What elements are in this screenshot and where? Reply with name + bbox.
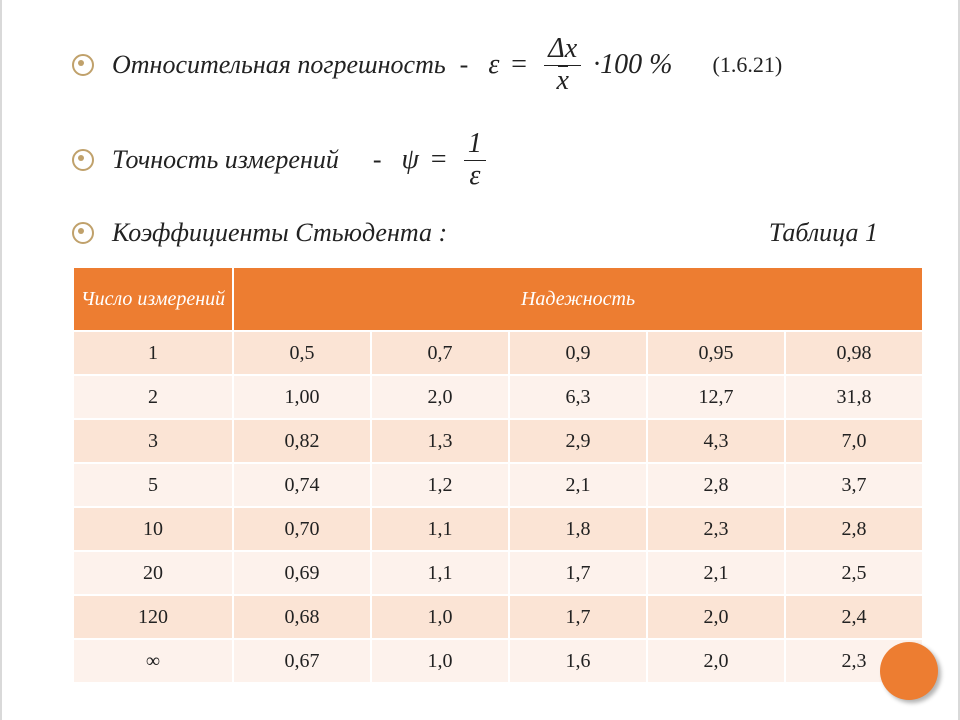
- cell: 10: [73, 507, 233, 551]
- numerator: 1: [464, 129, 486, 160]
- bullet-student: Коэффициенты Стьюдента : Таблица 1: [42, 218, 918, 248]
- cell: 2: [73, 375, 233, 419]
- symbol-epsilon: ε: [488, 49, 499, 81]
- cell: 2,5: [785, 551, 923, 595]
- table-label: Таблица 1: [769, 218, 878, 248]
- cell: 7,0: [785, 419, 923, 463]
- denominator: x: [553, 66, 573, 97]
- bullet-marker-icon: [72, 149, 94, 171]
- cell: 0,82: [233, 419, 371, 463]
- cell: 1,7: [509, 595, 647, 639]
- cell: 0,98: [785, 331, 923, 375]
- bullet-text: Относительная погрешность: [112, 50, 446, 80]
- table-row: 2 1,00 2,0 6,3 12,7 31,8: [73, 375, 923, 419]
- header-measurements: Число измерений: [73, 267, 233, 331]
- dash: -: [373, 145, 382, 175]
- cell: 0,95: [647, 331, 785, 375]
- equals: =: [509, 49, 528, 81]
- cell: 1,3: [371, 419, 509, 463]
- cell: 31,8: [785, 375, 923, 419]
- cell: 2,4: [785, 595, 923, 639]
- cell: 2,8: [647, 463, 785, 507]
- cell: 3: [73, 419, 233, 463]
- cell: 1,0: [371, 639, 509, 683]
- formula-psi: ψ = 1 ε: [402, 129, 492, 192]
- cell: 20: [73, 551, 233, 595]
- bullet-marker-icon: [72, 54, 94, 76]
- cell: 1,2: [371, 463, 509, 507]
- symbol-psi: ψ: [402, 144, 419, 176]
- denominator: ε: [465, 161, 484, 192]
- cell: 2,3: [647, 507, 785, 551]
- cell: 12,7: [647, 375, 785, 419]
- cell: 0,9: [509, 331, 647, 375]
- table-row: ∞ 0,67 1,0 1,6 2,0 2,3: [73, 639, 923, 683]
- slide: Относительная погрешность - ε = Δx x ·10…: [0, 0, 960, 720]
- table-row: 20 0,69 1,1 1,7 2,1 2,5: [73, 551, 923, 595]
- bullet-text: Коэффициенты Стьюдента :: [112, 218, 447, 248]
- cell: 1,8: [509, 507, 647, 551]
- numerator: Δx: [544, 34, 581, 65]
- cell: 1,6: [509, 639, 647, 683]
- table-row: 5 0,74 1,2 2,1 2,8 3,7: [73, 463, 923, 507]
- cell: 0,7: [371, 331, 509, 375]
- header-reliability: Надежность: [233, 267, 923, 331]
- table-row: 1 0,5 0,7 0,9 0,95 0,98: [73, 331, 923, 375]
- cell: 0,70: [233, 507, 371, 551]
- cell: ∞: [73, 639, 233, 683]
- fraction: Δx x: [544, 34, 581, 97]
- cell: 0,74: [233, 463, 371, 507]
- equation-number: (1.6.21): [713, 52, 783, 78]
- table-row: 3 0,82 1,3 2,9 4,3 7,0: [73, 419, 923, 463]
- cell: 1,7: [509, 551, 647, 595]
- cell: 2,0: [647, 639, 785, 683]
- dot-100: ·100 %: [593, 49, 672, 81]
- cell: 6,3: [509, 375, 647, 419]
- cell: 5: [73, 463, 233, 507]
- cell: 0,5: [233, 331, 371, 375]
- cell: 2,9: [509, 419, 647, 463]
- cell: 2,1: [647, 551, 785, 595]
- bullet-marker-icon: [72, 222, 94, 244]
- bullet-relative-error: Относительная погрешность - ε = Δx x ·10…: [42, 20, 918, 110]
- cell: 120: [73, 595, 233, 639]
- dash: -: [460, 50, 469, 80]
- cell: 0,68: [233, 595, 371, 639]
- cell: 2,0: [371, 375, 509, 419]
- student-table: Число измерений Надежность 1 0,5 0,7 0,9…: [72, 266, 924, 684]
- cell: 1,00: [233, 375, 371, 419]
- equals: =: [429, 144, 448, 176]
- cell: 1,1: [371, 551, 509, 595]
- delta: Δ: [548, 33, 564, 64]
- cell: 4,3: [647, 419, 785, 463]
- formula-epsilon: ε = Δx x ·100 %: [488, 34, 672, 97]
- corner-circle-icon: [880, 642, 938, 700]
- fraction: 1 ε: [464, 129, 486, 192]
- cell: 2,8: [785, 507, 923, 551]
- cell: 2,0: [647, 595, 785, 639]
- x-bar: x: [557, 66, 569, 97]
- cell: 1: [73, 331, 233, 375]
- bullet-text: Точность измерений: [112, 145, 339, 175]
- table-header-row: Число измерений Надежность: [73, 267, 923, 331]
- cell: 0,69: [233, 551, 371, 595]
- table-row: 10 0,70 1,1 1,8 2,3 2,8: [73, 507, 923, 551]
- x: x: [565, 33, 577, 64]
- cell: 1,0: [371, 595, 509, 639]
- cell: 2,1: [509, 463, 647, 507]
- table-row: 120 0,68 1,0 1,7 2,0 2,4: [73, 595, 923, 639]
- cell: 1,1: [371, 507, 509, 551]
- cell: 3,7: [785, 463, 923, 507]
- cell: 0,67: [233, 639, 371, 683]
- bullet-precision: Точность измерений - ψ = 1 ε: [42, 120, 918, 200]
